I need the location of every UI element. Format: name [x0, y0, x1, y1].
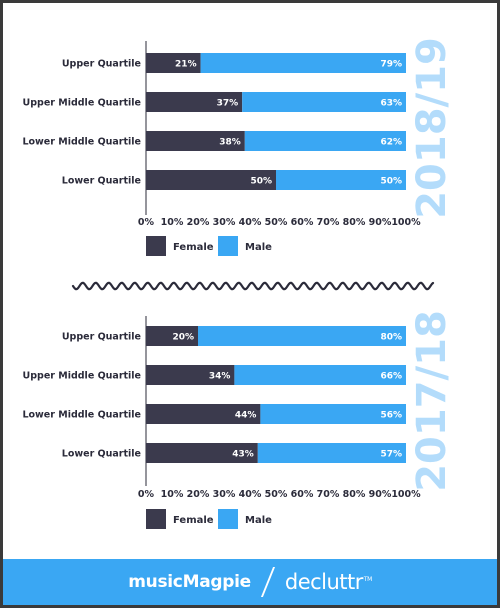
- category-label-upper-quartile: Upper Quartile: [62, 59, 141, 70]
- bar-male-upper-quartile: [198, 326, 406, 346]
- x-tick-label: 30%: [213, 217, 236, 228]
- legend-swatch-male: [218, 509, 238, 529]
- x-tick-label: 50%: [265, 217, 288, 228]
- x-tick-label: 10%: [161, 489, 184, 500]
- data-label-male-lower-middle-quartile: 62%: [380, 138, 402, 148]
- x-tick-label: 0%: [138, 217, 155, 228]
- x-tick-label: 20%: [187, 489, 210, 500]
- data-label-female-upper-middle-quartile: 34%: [209, 372, 231, 382]
- x-tick-label: 30%: [213, 489, 236, 500]
- bar-female-upper-middle-quartile: [146, 365, 235, 385]
- category-label-lower-middle-quartile: Lower Middle Quartile: [22, 137, 141, 148]
- bar-male-upper-middle-quartile: [234, 365, 406, 385]
- chart-2017-18: Upper Quartile 20% 80% Upper Middle Quartil…: [22, 310, 455, 529]
- x-tick-label: 0%: [138, 489, 155, 500]
- decluttr-trademark: TM: [363, 576, 372, 583]
- x-tick-label: 70%: [317, 489, 340, 500]
- musicmagpie-logo: musicMagpie: [128, 572, 251, 592]
- wavy-divider: [71, 281, 435, 291]
- data-label-male-lower-quartile: 57%: [380, 450, 402, 460]
- data-label-male-lower-middle-quartile: 56%: [380, 411, 402, 421]
- x-tick-label: 90%: [369, 217, 392, 228]
- bar-male-lower-middle-quartile: [244, 131, 406, 151]
- category-label-lower-quartile: Lower Quartile: [62, 449, 141, 460]
- x-tick-label: 80%: [343, 217, 366, 228]
- data-label-male-upper-quartile: 79%: [380, 60, 402, 70]
- data-label-female-lower-quartile: 43%: [232, 450, 254, 460]
- year-title: 2017/18: [409, 310, 455, 492]
- category-label-upper-middle-quartile: Upper Middle Quartile: [23, 371, 142, 382]
- chart-2018-19: Upper Quartile 21% 79% Upper Middle Quartil…: [22, 37, 455, 256]
- year-title: 2018/19: [409, 37, 455, 219]
- legend-swatch-female: [146, 509, 166, 529]
- category-label-upper-quartile: Upper Quartile: [62, 332, 141, 343]
- x-tick-label: 100%: [391, 489, 421, 500]
- bar-male-upper-middle-quartile: [242, 92, 406, 112]
- data-label-female-upper-middle-quartile: 37%: [217, 99, 239, 109]
- data-label-male-upper-middle-quartile: 63%: [380, 99, 402, 109]
- x-tick-label: 20%: [187, 217, 210, 228]
- legend-swatch-male: [218, 236, 238, 256]
- bar-female-upper-quartile: [146, 326, 198, 346]
- data-label-female-lower-middle-quartile: 44%: [235, 411, 257, 421]
- x-tick-label: 40%: [239, 217, 262, 228]
- legend-label-female: Female: [173, 515, 214, 526]
- legend-swatch-female: [146, 236, 166, 256]
- data-label-female-lower-quartile: 50%: [250, 177, 272, 187]
- x-tick-label: 70%: [317, 217, 340, 228]
- bar-female-lower-quartile: [146, 170, 276, 190]
- category-label-upper-middle-quartile: Upper Middle Quartile: [23, 98, 142, 109]
- bar-female-upper-middle-quartile: [146, 92, 243, 112]
- decluttr-logo-text: decluttr: [284, 570, 364, 594]
- x-tick-label: 60%: [291, 489, 314, 500]
- x-tick-label: 90%: [369, 489, 392, 500]
- data-label-female-upper-quartile: 21%: [175, 60, 197, 70]
- bar-male-lower-quartile: [257, 443, 406, 463]
- data-label-male-upper-middle-quartile: 66%: [380, 372, 402, 382]
- logo-divider: [260, 567, 275, 597]
- bar-female-lower-quartile: [146, 443, 258, 463]
- x-tick-label: 50%: [265, 489, 288, 500]
- bar-female-upper-quartile: [146, 53, 201, 73]
- bar-female-lower-middle-quartile: [146, 131, 245, 151]
- data-label-male-lower-quartile: 50%: [380, 177, 402, 187]
- legend-label-male: Male: [245, 515, 272, 526]
- data-label-female-lower-middle-quartile: 38%: [219, 138, 241, 148]
- data-label-male-upper-quartile: 80%: [380, 333, 402, 343]
- bar-male-lower-quartile: [276, 170, 406, 190]
- category-label-lower-middle-quartile: Lower Middle Quartile: [22, 410, 141, 421]
- bar-female-lower-middle-quartile: [146, 404, 261, 424]
- legend-label-female: Female: [173, 242, 214, 253]
- bar-male-upper-quartile: [200, 53, 406, 73]
- bar-male-lower-middle-quartile: [260, 404, 406, 424]
- legend-label-male: Male: [245, 242, 272, 253]
- gender-pay-quartile-charts: Upper Quartile 21% 79% Upper Middle Quartil…: [22, 37, 455, 529]
- x-tick-label: 60%: [291, 217, 314, 228]
- category-label-lower-quartile: Lower Quartile: [62, 176, 141, 187]
- footer-bar: musicMagpie decluttrTM: [3, 559, 497, 605]
- decluttr-logo: decluttrTM: [285, 570, 372, 594]
- x-tick-label: 100%: [391, 217, 421, 228]
- x-tick-label: 10%: [161, 217, 184, 228]
- data-label-female-upper-quartile: 20%: [172, 333, 194, 343]
- x-tick-label: 40%: [239, 489, 262, 500]
- x-tick-label: 80%: [343, 489, 366, 500]
